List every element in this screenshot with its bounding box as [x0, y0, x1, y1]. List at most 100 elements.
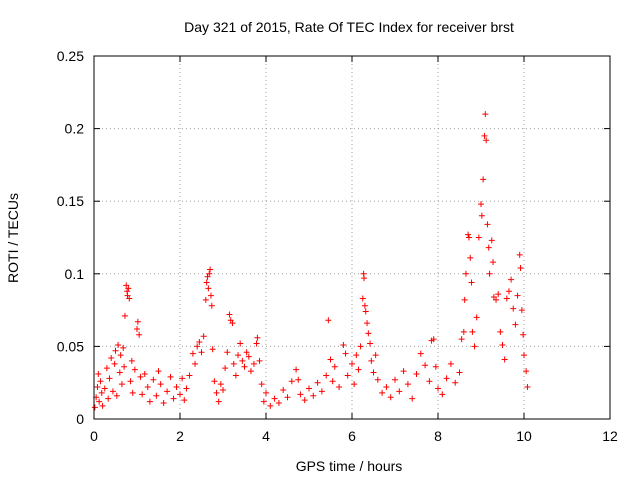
data-point-marker — [173, 384, 180, 391]
data-point-marker — [98, 389, 105, 396]
data-point-marker — [510, 305, 517, 312]
data-point-marker — [501, 356, 508, 363]
data-point-marker — [196, 339, 203, 346]
data-point-marker — [342, 350, 349, 357]
data-point-marker — [368, 357, 375, 364]
data-point-marker — [465, 231, 472, 238]
data-point-marker — [329, 378, 336, 385]
data-point-marker — [211, 378, 218, 385]
data-point-marker — [222, 365, 229, 372]
data-point-marker — [241, 363, 248, 370]
data-point-marker — [141, 370, 148, 377]
data-point-marker — [365, 330, 372, 337]
data-point-marker — [480, 176, 487, 183]
data-point-marker — [284, 394, 291, 401]
data-point-marker — [205, 285, 212, 292]
data-point-marker — [194, 343, 201, 350]
data-point-marker — [230, 360, 237, 367]
y-tick-label: 0.05 — [57, 338, 84, 354]
data-point-marker — [409, 395, 416, 402]
data-point-marker — [288, 378, 295, 385]
data-point-marker — [258, 381, 265, 388]
data-point-marker — [95, 370, 102, 377]
data-point-marker — [400, 368, 407, 375]
data-point-marker — [213, 389, 220, 396]
data-point-marker — [245, 353, 252, 360]
axis-ticks: 0 2 4 6 8 10 12 0 0.05 0.1 0.15 0.2 0.25 — [57, 48, 618, 444]
data-point-marker — [523, 368, 530, 375]
data-point-marker — [517, 264, 524, 271]
data-point-marker — [475, 234, 482, 241]
data-point-marker — [146, 398, 153, 405]
data-point-marker — [456, 369, 463, 376]
data-point-marker — [370, 369, 377, 376]
data-point-marker — [508, 276, 515, 283]
data-point-marker — [483, 137, 490, 144]
data-point-marker — [353, 352, 360, 359]
data-point-marker — [217, 381, 224, 388]
data-point-marker — [109, 388, 116, 395]
data-point-marker — [396, 388, 403, 395]
data-point-marker — [493, 296, 500, 303]
data-point-marker — [181, 397, 188, 404]
data-point-marker — [263, 389, 269, 396]
data-point-marker — [435, 385, 441, 392]
x-tick-label: 8 — [434, 428, 442, 444]
x-tick-label: 0 — [90, 428, 98, 444]
data-point-marker — [101, 385, 108, 392]
data-point-marker — [327, 356, 334, 363]
data-point-marker — [177, 391, 183, 398]
data-point-marker — [524, 384, 531, 391]
y-tick-label: 0 — [76, 411, 84, 427]
data-point-marker — [295, 376, 302, 383]
data-point-marker — [160, 400, 167, 407]
data-point-marker — [229, 320, 236, 327]
data-point-marker — [484, 221, 491, 228]
data-point-marker — [126, 295, 133, 302]
data-point-marker — [267, 402, 274, 409]
data-point-marker — [379, 389, 386, 396]
data-point-marker — [331, 363, 338, 370]
x-tick-label: 2 — [176, 428, 184, 444]
data-point-marker — [153, 392, 160, 399]
data-point-marker — [458, 336, 465, 343]
data-point-marker — [111, 360, 118, 367]
data-point-marker — [478, 201, 484, 208]
data-point-marker — [112, 347, 119, 354]
data-point-marker — [422, 362, 429, 369]
data-point-marker — [139, 391, 146, 398]
data-point-marker — [357, 343, 364, 350]
data-point-marker — [215, 398, 222, 405]
data-point-marker — [306, 385, 312, 392]
data-point-marker — [468, 279, 475, 286]
data-point-marker — [443, 375, 450, 382]
data-point-marker — [253, 340, 260, 347]
data-point-marker — [359, 295, 366, 302]
data-point-marker — [364, 320, 371, 327]
data-point-marker — [198, 349, 205, 356]
data-point-marker — [392, 376, 398, 383]
data-point-marker — [254, 334, 261, 341]
data-point-marker — [247, 368, 254, 375]
x-tick-label: 10 — [516, 428, 532, 444]
data-point-marker — [471, 343, 478, 350]
data-point-marker — [482, 111, 489, 118]
data-point-marker — [374, 376, 381, 383]
gridlines — [94, 56, 610, 419]
data-point-marker — [505, 288, 512, 295]
data-point-marker — [129, 389, 136, 396]
data-point-marker — [134, 318, 141, 325]
data-point-marker — [207, 266, 214, 273]
data-point-marker — [121, 312, 128, 319]
data-point-marker — [340, 341, 347, 348]
data-point-marker — [488, 237, 495, 244]
data-point-marker — [232, 372, 239, 379]
data-point-marker — [499, 341, 506, 348]
data-point-marker — [170, 395, 177, 402]
data-point-marker — [417, 350, 424, 357]
data-point-marker — [355, 366, 362, 373]
data-point-marker — [404, 381, 411, 388]
data-point-marker — [164, 388, 171, 395]
data-point-marker — [323, 372, 330, 379]
